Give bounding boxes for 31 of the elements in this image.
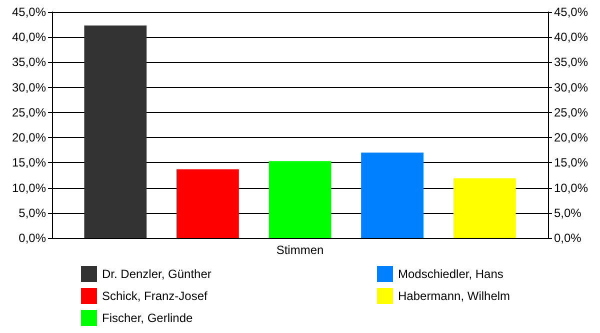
bar	[361, 152, 424, 238]
y-tick-label: 20,0%	[12, 130, 46, 145]
text: 35,0%	[554, 55, 588, 70]
legend-label: Fischer, Gerlinde	[102, 311, 194, 325]
text: 25,0%	[554, 105, 588, 120]
y-tick-label: 30,0%	[12, 80, 46, 94]
legend-label: Dr. Denzler, Günther	[102, 267, 212, 281]
text: 30,0%	[554, 80, 588, 94]
y-tick-label: 10,0%	[12, 180, 46, 195]
bar	[268, 161, 332, 238]
text: 5,0%	[554, 206, 582, 220]
text: 40,0%	[554, 30, 588, 44]
text: 20,0%	[554, 130, 588, 145]
bar	[453, 178, 516, 238]
y-tick-label: 45,0%	[12, 5, 46, 19]
legend-label: Habermann, Wilhelm	[398, 289, 510, 303]
y-tick-label: 5,0%	[18, 206, 46, 220]
bar	[176, 169, 239, 238]
y-tick-label: 15,0%	[12, 156, 46, 170]
y-tick-label: 0,0%	[18, 231, 46, 245]
text: 10,0%	[554, 180, 588, 195]
legend-label: Schick, Franz-Josef	[102, 289, 208, 303]
y-tick-label: 35,0%	[12, 55, 46, 70]
y-tick-label: 25,0%	[12, 105, 46, 120]
text: 0,0%	[554, 231, 582, 245]
x-tick-label: Stimmen	[276, 243, 324, 257]
bar	[84, 26, 147, 238]
legend-label: Modschiedler, Hans	[398, 267, 504, 281]
text: 15,0%	[554, 156, 588, 170]
y-tick-label: 40,0%	[12, 30, 46, 44]
text: 45,0%	[554, 5, 588, 19]
